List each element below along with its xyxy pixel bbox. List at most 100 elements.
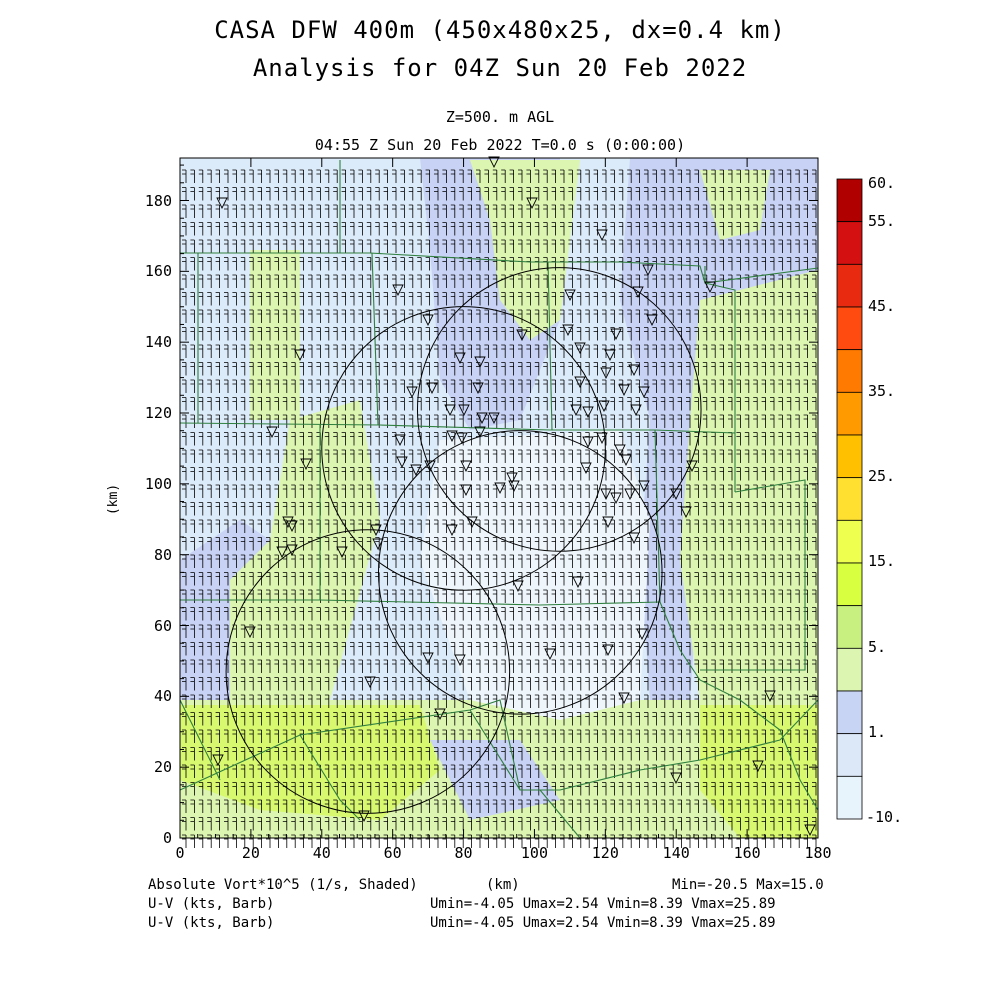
wind-barb: [560, 187, 565, 201]
wind-barb: [618, 169, 624, 183]
wind-barb: [400, 677, 405, 691]
x-tick-label: 20: [241, 844, 260, 862]
wind-barb: [736, 519, 741, 533]
wind-barb: [442, 169, 447, 183]
wind-barb: [299, 537, 304, 551]
wind-barb: [753, 572, 758, 586]
wind-barb: [316, 309, 321, 323]
wind-barb: [198, 222, 204, 236]
wind-barb: [282, 677, 288, 691]
wind-barb: [392, 257, 397, 271]
wind-barb: [417, 344, 422, 358]
wind-barb: [635, 659, 640, 673]
wind-barb: [635, 379, 640, 393]
wind-barb: [711, 624, 716, 638]
wind-barb: [694, 274, 699, 288]
wind-barb: [627, 677, 632, 691]
wind-barb: [576, 204, 582, 218]
wind-barb: [316, 239, 321, 253]
wind-barb: [551, 222, 556, 236]
wind-barb: [644, 467, 649, 481]
wind-barb: [534, 589, 540, 603]
wind-barb: [526, 572, 531, 586]
wind-barb: [560, 624, 565, 638]
wind-barb: [408, 729, 414, 743]
wind-barb: [694, 397, 699, 411]
wind-barb: [786, 799, 792, 813]
wind-barb: [383, 554, 388, 568]
wind-barb: [308, 817, 313, 831]
y-tick-label: 120: [144, 404, 172, 422]
wind-barb: [358, 292, 363, 306]
wind-barb: [778, 432, 783, 446]
wind-barb: [383, 502, 388, 516]
wind-barb: [434, 222, 439, 236]
wind-barb: [198, 764, 204, 778]
wind-barb: [425, 222, 430, 236]
wind-barb: [358, 362, 363, 376]
wind-barb: [660, 187, 666, 201]
wind-barb: [644, 187, 649, 201]
wind-barb: [291, 764, 296, 778]
wind-barb: [207, 397, 212, 411]
wind-barb: [350, 239, 355, 253]
wind-barb: [274, 537, 279, 551]
wind-barb: [744, 572, 750, 586]
wind-barb: [366, 449, 372, 463]
wind-barb: [282, 344, 288, 358]
wind-barb: [660, 449, 666, 463]
wind-barb: [308, 484, 313, 498]
wind-barb: [459, 537, 464, 551]
wind-barb: [266, 362, 271, 376]
wind-barb: [224, 624, 229, 638]
wind-barb: [585, 327, 590, 341]
wind-barb: [736, 677, 741, 691]
wind-barb: [534, 659, 540, 673]
wind-barb: [417, 204, 422, 218]
wind-barb: [492, 187, 498, 201]
wind-barb: [375, 502, 380, 516]
wind-barb: [182, 257, 187, 271]
wind-barb: [232, 467, 237, 481]
wind-barb: [526, 432, 531, 446]
wind-barb: [291, 642, 296, 656]
wind-barb: [207, 659, 212, 673]
wind-barb: [526, 554, 531, 568]
wind-barb: [753, 677, 758, 691]
observation-marker: [630, 404, 642, 417]
wind-barb: [450, 764, 456, 778]
wind-barb: [627, 747, 632, 761]
y-tick-label: 0: [162, 829, 172, 847]
wind-barb: [492, 204, 498, 218]
observation-marker: [804, 824, 816, 837]
wind-barb: [761, 624, 766, 638]
wind-barb: [526, 642, 531, 656]
wind-barb: [702, 694, 708, 708]
wind-barb: [602, 169, 607, 183]
wind-barb: [358, 309, 363, 323]
wind-barb: [358, 554, 363, 568]
wind-barb: [501, 432, 506, 446]
wind-barb: [694, 799, 699, 813]
wind-barb: [224, 187, 229, 201]
wind-barb: [198, 799, 204, 813]
wind-barb: [812, 712, 817, 726]
wind-barb: [492, 292, 498, 306]
wind-barb: [459, 187, 464, 201]
wind-barb: [551, 449, 556, 463]
wind-barb: [240, 484, 246, 498]
wind-barb: [761, 659, 766, 673]
wind-barb: [207, 712, 212, 726]
wind-barb: [308, 572, 313, 586]
wind-barb: [450, 659, 456, 673]
wind-barb: [786, 537, 792, 551]
wind-barb: [694, 257, 699, 271]
wind-barb: [719, 519, 724, 533]
wind-barb: [585, 554, 590, 568]
wind-barb: [215, 467, 220, 481]
wind-barb: [728, 204, 733, 218]
wind-barb: [728, 292, 733, 306]
wind-barb: [274, 694, 279, 708]
wind-barb: [812, 782, 817, 796]
wind-barb: [375, 677, 380, 691]
